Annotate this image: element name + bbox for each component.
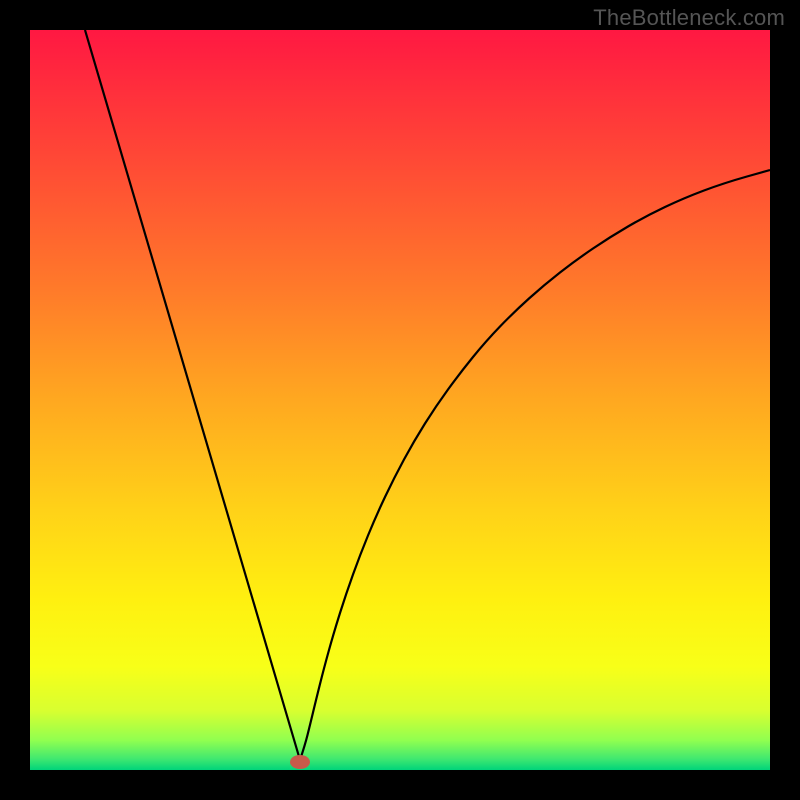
minimum-marker	[290, 755, 310, 769]
chart-curves	[30, 30, 770, 770]
right-curve	[300, 170, 770, 760]
left-curve	[85, 30, 300, 760]
watermark-text: TheBottleneck.com	[593, 5, 785, 31]
plot-area	[30, 30, 770, 770]
